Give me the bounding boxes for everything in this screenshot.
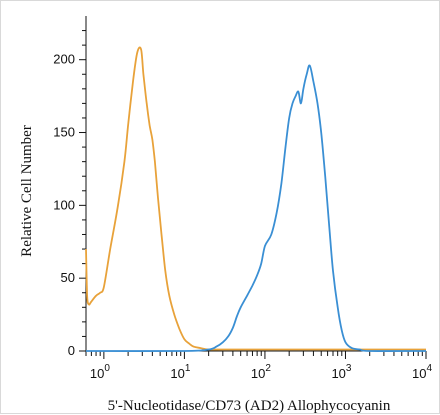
axes — [85, 16, 426, 352]
series-line-1 — [85, 46, 426, 351]
y-tick-label: 150 — [53, 125, 75, 140]
x-tick-label: 102 — [251, 363, 271, 381]
y-tick-label: 100 — [53, 197, 75, 212]
y-tick-label: 50 — [61, 270, 75, 285]
x-tick-label: 104 — [412, 363, 432, 381]
y-tick-label: 0 — [68, 343, 75, 358]
series — [85, 46, 427, 352]
x-tick-label: 103 — [331, 363, 351, 381]
x-axis-label: 5'-Nucleotidase/CD73 (AD2) Allophycocyan… — [108, 398, 391, 414]
x-tick-label: 101 — [170, 363, 190, 381]
ticks: 0 50 100 150 200 100 101 102 103 104 — [53, 30, 432, 381]
y-axis-label: Relative Cell Number — [19, 125, 35, 257]
y-tick-label: 200 — [53, 52, 75, 67]
series-line-2 — [85, 64, 427, 352]
x-tick-label: 100 — [90, 363, 110, 381]
